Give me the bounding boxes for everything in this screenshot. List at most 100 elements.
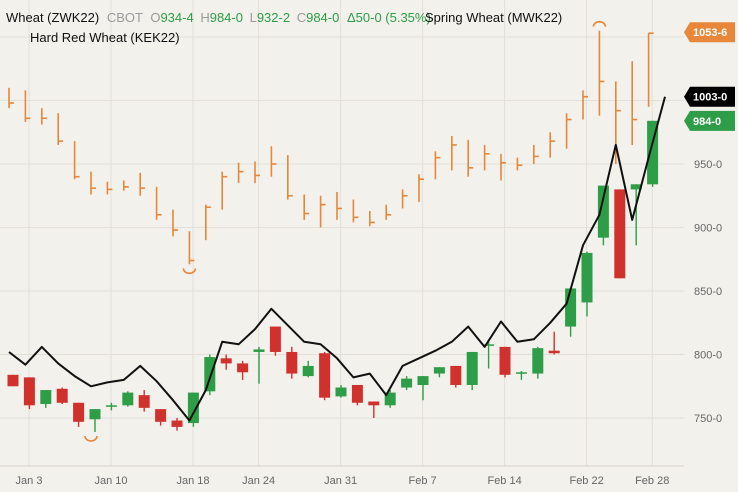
wheat-candle: [89, 409, 101, 432]
spring-wheat-bar: [483, 144, 490, 171]
candle-body: [368, 401, 380, 406]
spring-wheat-bar: [270, 146, 277, 177]
spring-wheat-bar: [8, 87, 14, 109]
candle-body: [220, 358, 232, 364]
last-value-tag-shape: [684, 110, 735, 131]
wheat-candles: [7, 120, 659, 432]
spring-wheat-bar: [418, 174, 424, 203]
spring-wheat-bar: [106, 181, 113, 195]
spring-wheat-bar: [631, 61, 638, 145]
candle-body: [466, 351, 478, 385]
x-tick-label: Jan 24: [242, 475, 275, 487]
spring-wheat-bar: [565, 113, 572, 149]
wheat-candle: [23, 377, 35, 410]
extreme-marker: [182, 268, 197, 275]
legend-hard-red-wheat: Hard Red Wheat (KEK22): [30, 30, 180, 45]
candle-body: [401, 378, 413, 388]
candle-body: [286, 351, 298, 374]
wheat-candle: [187, 392, 199, 427]
candle-body: [302, 365, 314, 377]
legend-low-label: L: [250, 10, 257, 25]
wheat-candle: [138, 390, 150, 412]
spring-wheat-bar: [352, 199, 359, 223]
hard-red-wheat-series: [8, 96, 666, 422]
spring-wheat-bar: [73, 141, 80, 180]
wheat-candle: [56, 387, 68, 405]
candle-body: [7, 374, 19, 387]
candle-body: [56, 388, 68, 403]
legend-high-value: 984-0: [210, 10, 243, 25]
wheat-candle: [7, 374, 19, 387]
wheat-candle: [614, 189, 626, 279]
candle-body: [614, 189, 626, 279]
x-tick-label: Jan 18: [176, 475, 209, 487]
wheat-candle: [204, 354, 216, 396]
candle-body: [89, 409, 101, 420]
y-tick-label: 800-0: [694, 350, 722, 362]
wheat-candle: [401, 376, 413, 391]
spring-wheat-bar: [90, 171, 96, 195]
spring-wheat-bar: [221, 171, 228, 210]
last-value-tag-hrw: 1003-0: [684, 86, 735, 107]
extreme-marker: [592, 20, 607, 27]
candle-body: [138, 395, 150, 408]
wheat-candle: [384, 390, 396, 408]
y-tick-label: 750-0: [694, 413, 722, 425]
y-tick-label: 900-0: [694, 223, 722, 235]
spring-wheat-bar: [254, 161, 260, 184]
spring-wheat-bar: [368, 210, 375, 227]
wheat-candle: [122, 391, 134, 407]
wheat-candle: [73, 402, 85, 427]
candle-body: [187, 392, 199, 424]
last-value-tag-shape: [684, 22, 735, 43]
spring-wheat-bar: [385, 204, 392, 220]
wheat-candle: [220, 354, 232, 370]
candle-body: [581, 252, 593, 303]
wheat-candle: [433, 367, 445, 378]
legend-change: Δ50-0 (5.35%): [347, 10, 431, 25]
wheat-candle: [483, 339, 495, 369]
spring-wheat-bar: [319, 195, 326, 228]
wheat-candle: [565, 288, 577, 337]
x-tick-label: Jan 31: [324, 475, 357, 487]
last-value-tag-label: 1003-0: [693, 92, 727, 104]
last-value-tag-label: 1053-6: [693, 27, 727, 39]
candle-body: [122, 392, 134, 406]
y-tick-label: 850-0: [694, 286, 722, 298]
wheat-candle: [269, 326, 281, 356]
spring-wheat-bar: [582, 90, 588, 120]
x-tick-label: Feb 28: [635, 475, 669, 487]
spring-wheat-bar: [336, 191, 342, 220]
spring-wheat-bar: [549, 132, 556, 158]
candle-body: [565, 288, 577, 327]
legend-wheat-name: Wheat (ZWK22): [6, 10, 99, 25]
candle-body: [171, 420, 183, 427]
spring-wheat-bar: [450, 136, 457, 171]
x-tick-label: Jan 3: [16, 475, 43, 487]
wheat-candle: [319, 351, 331, 401]
wheat-candle: [450, 365, 462, 388]
wheat-candle: [532, 346, 544, 379]
candle-body: [630, 184, 642, 190]
x-tick-label: Feb 22: [569, 475, 603, 487]
spring-wheat-bar: [647, 32, 654, 107]
candle-body: [319, 353, 331, 398]
wheat-candle: [302, 360, 314, 378]
spring-wheat-series: [8, 20, 654, 442]
candle-body: [40, 390, 52, 405]
gridlines: [0, 0, 684, 467]
legend-close-value: 984-0: [306, 10, 339, 25]
candle-body: [548, 350, 560, 354]
wheat-candle: [581, 251, 593, 317]
wheat-candle: [105, 402, 117, 411]
spring-wheat-bar: [24, 90, 31, 123]
wheat-candle: [499, 346, 511, 378]
candle-body: [73, 402, 85, 422]
legend-spring-wheat: Spring Wheat (MWK22): [425, 10, 562, 25]
last-value-tag-spring: 1053-6: [684, 22, 735, 43]
last-value-tag-label: 984-0: [693, 116, 721, 128]
x-tick-label: Feb 14: [487, 475, 521, 487]
spring-wheat-bar: [205, 204, 211, 241]
spring-wheat-bar: [598, 30, 605, 116]
